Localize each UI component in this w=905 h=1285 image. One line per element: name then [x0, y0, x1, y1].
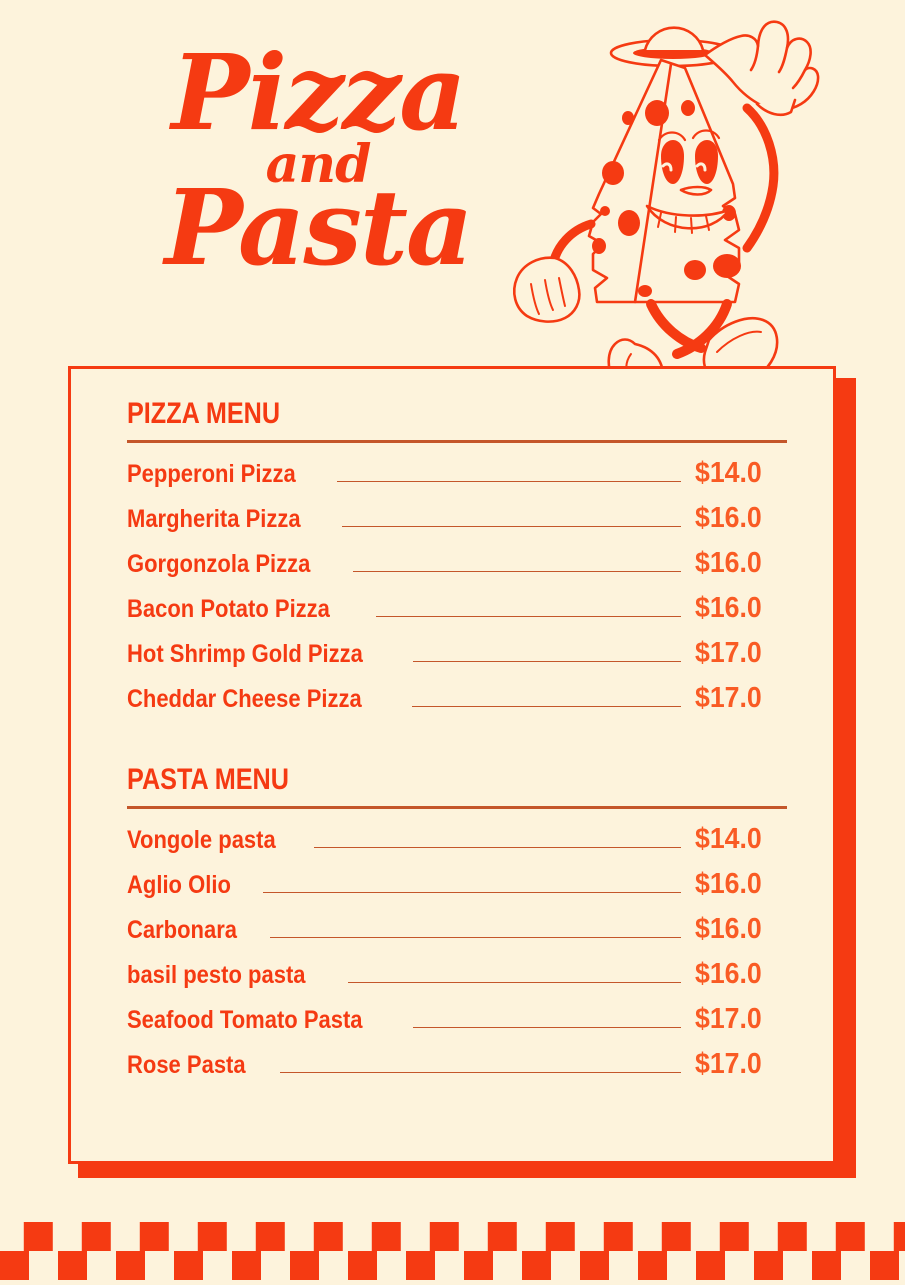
- item-name: Bacon Potato Pizza: [127, 595, 330, 623]
- item-name: Seafood Tomato Pasta: [127, 1006, 363, 1034]
- leader-line: [412, 1027, 681, 1028]
- checker-square: [371, 1222, 401, 1251]
- checker-square: [487, 1222, 517, 1251]
- item-name: Margherita Pizza: [127, 505, 301, 533]
- item-name: Carbonara: [127, 916, 238, 944]
- menu-item-row[interactable]: Cheddar Cheese Pizza $17.0: [127, 682, 787, 727]
- item-name: Hot Shrimp Gold Pizza: [127, 640, 363, 668]
- menu-item-row[interactable]: Margherita Pizza $16.0: [127, 502, 787, 547]
- page-title: Pizza and Pasta: [118, 31, 518, 290]
- menu-item-row[interactable]: Hot Shrimp Gold Pizza $17.0: [127, 637, 787, 682]
- item-name: Aglio Olio: [127, 871, 231, 899]
- menu-section-pizza: PIZZA MENU Pepperoni Pizza $14.0 Margher…: [127, 397, 787, 727]
- leader-line: [336, 481, 681, 482]
- item-name: Cheddar Cheese Pizza: [127, 685, 362, 713]
- checker-square: [812, 1251, 841, 1280]
- item-price: $17.0: [695, 682, 762, 714]
- checker-square: [464, 1251, 493, 1280]
- checker-square: [870, 1251, 899, 1280]
- menu-item-row[interactable]: Gorgonzola Pizza $16.0: [127, 547, 787, 592]
- menu-item-row[interactable]: Aglio Olio $16.0: [127, 868, 787, 913]
- checker-square: [893, 1222, 905, 1251]
- leader-line: [411, 706, 681, 707]
- item-price: $16.0: [695, 502, 762, 534]
- checker-square: [777, 1222, 807, 1251]
- checker-square: [81, 1222, 111, 1251]
- section-heading-pizza: PIZZA MENU: [127, 397, 281, 430]
- leader-line: [279, 1072, 681, 1073]
- card-body: PIZZA MENU Pepperoni Pizza $14.0 Margher…: [68, 366, 836, 1164]
- item-price: $14.0: [695, 823, 762, 855]
- title-line-pizza: Pizza: [171, 31, 466, 154]
- item-name: Rose Pasta: [127, 1051, 246, 1079]
- checker-square: [638, 1251, 667, 1280]
- menu-item-row[interactable]: basil pesto pasta $16.0: [127, 958, 787, 1003]
- menu-section-pasta: PASTA MENU Vongole pasta $14.0 Aglio Oli…: [127, 763, 787, 1093]
- leader-line: [375, 616, 681, 617]
- checker-square: [116, 1251, 145, 1280]
- title-line-pasta: Pasta: [164, 166, 474, 290]
- menu-card: PIZZA MENU Pepperoni Pizza $14.0 Margher…: [60, 366, 860, 1186]
- item-price: $16.0: [695, 958, 762, 990]
- checker-square: [313, 1222, 343, 1251]
- item-name: Pepperoni Pizza: [127, 460, 296, 488]
- item-name: Vongole pasta: [127, 826, 276, 854]
- item-price: $17.0: [695, 1003, 762, 1035]
- leader-line: [263, 892, 681, 893]
- checker-square: [197, 1222, 227, 1251]
- menu-item-row[interactable]: Bacon Potato Pizza $16.0: [127, 592, 787, 637]
- item-price: $16.0: [695, 868, 762, 900]
- leader-line: [342, 526, 681, 527]
- checker-square: [661, 1222, 691, 1251]
- item-name: basil pesto pasta: [127, 961, 306, 989]
- checker-square: [545, 1222, 575, 1251]
- checker-square: [290, 1251, 319, 1280]
- checker-square: [696, 1251, 725, 1280]
- leader-line: [353, 571, 681, 572]
- checker-square: [522, 1251, 551, 1280]
- checker-square: [754, 1251, 783, 1280]
- section-divider: [127, 440, 787, 443]
- menu-sections: PIZZA MENU Pepperoni Pizza $14.0 Margher…: [127, 397, 787, 1093]
- cheese-slice-mascot-icon: [495, 8, 825, 408]
- section-gap: [127, 727, 787, 763]
- checkerboard-footer: [0, 1222, 905, 1280]
- item-price: $17.0: [695, 637, 762, 669]
- item-price: $17.0: [695, 1048, 762, 1080]
- checker-square: [255, 1222, 285, 1251]
- checker-square: [0, 1251, 29, 1280]
- leader-line: [413, 661, 681, 662]
- checker-square: [835, 1222, 865, 1251]
- checker-square: [174, 1251, 203, 1280]
- item-price: $16.0: [695, 592, 762, 624]
- leader-line: [347, 982, 681, 983]
- checker-square: [232, 1251, 261, 1280]
- checker-square: [23, 1222, 53, 1251]
- checker-square: [429, 1222, 459, 1251]
- section-divider: [127, 806, 787, 809]
- title-line-and: and: [265, 134, 372, 196]
- header: Pizza and Pasta: [0, 0, 905, 398]
- item-price: $16.0: [695, 547, 762, 579]
- checker-square: [719, 1222, 749, 1251]
- checker-square: [603, 1222, 633, 1251]
- menu-item-row[interactable]: Rose Pasta $17.0: [127, 1048, 787, 1093]
- checker-square: [580, 1251, 609, 1280]
- section-heading-pasta: PASTA MENU: [127, 763, 289, 796]
- checker-square: [58, 1251, 87, 1280]
- item-name: Gorgonzola Pizza: [127, 550, 311, 578]
- checker-square: [348, 1251, 377, 1280]
- menu-item-row[interactable]: Seafood Tomato Pasta $17.0: [127, 1003, 787, 1048]
- checker-square: [406, 1251, 435, 1280]
- menu-item-row[interactable]: Carbonara $16.0: [127, 913, 787, 958]
- item-price: $14.0: [695, 457, 762, 489]
- checker-square: [139, 1222, 169, 1251]
- item-price: $16.0: [695, 913, 762, 945]
- leader-line: [314, 847, 681, 848]
- menu-item-row[interactable]: Vongole pasta $14.0: [127, 823, 787, 868]
- leader-line: [270, 937, 681, 938]
- menu-item-row[interactable]: Pepperoni Pizza $14.0: [127, 457, 787, 502]
